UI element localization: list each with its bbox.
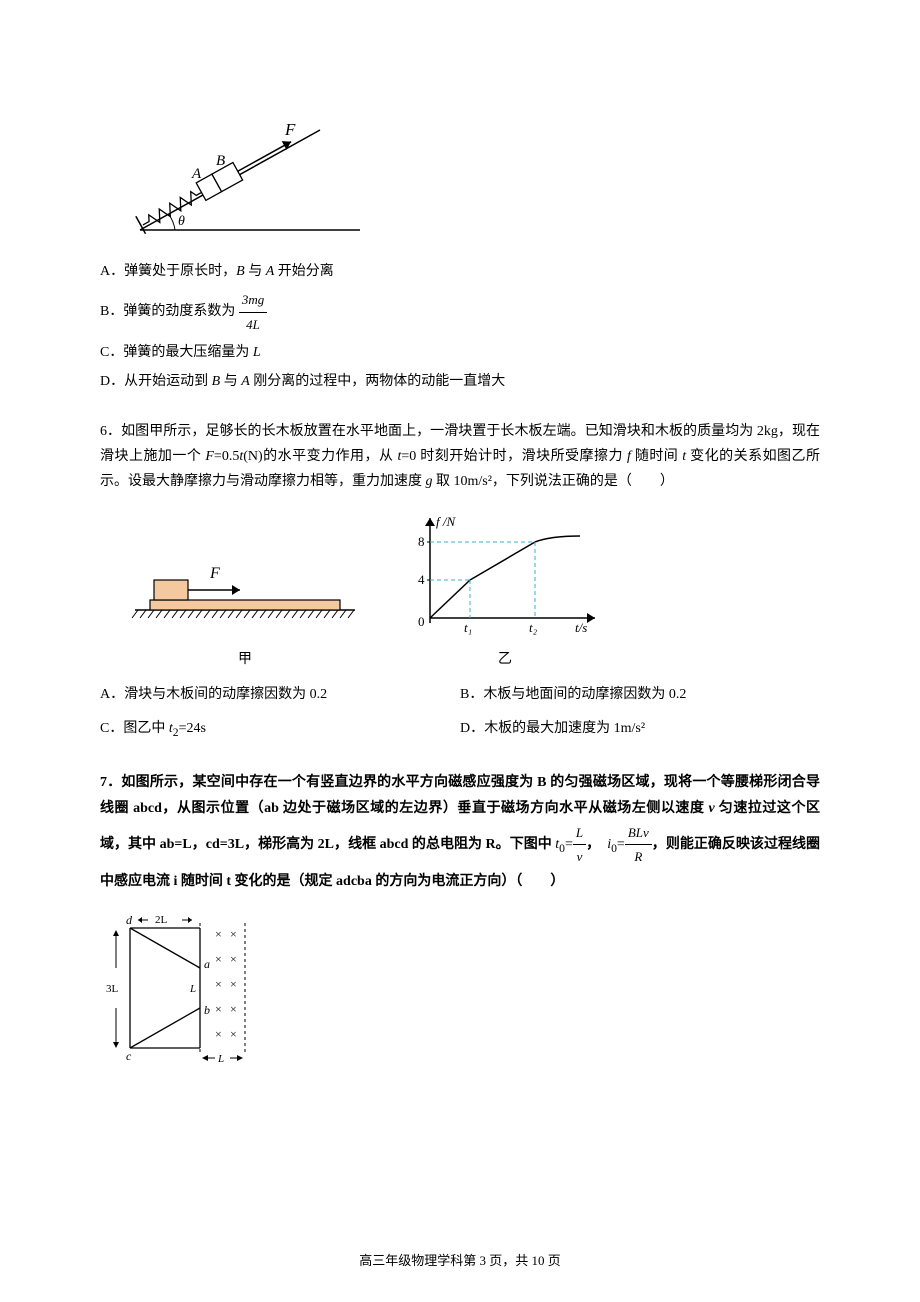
q6-xtick-t2: t₂ bbox=[529, 620, 538, 635]
q6-s5: 随时间 bbox=[631, 449, 682, 464]
q7-x2: × bbox=[230, 927, 237, 941]
q5-optA-pre: A．弹簧处于原长时， bbox=[100, 264, 236, 279]
q6-optC-tail: =24s bbox=[179, 721, 206, 736]
q5-optB-den: 4L bbox=[239, 313, 267, 336]
q5-theta-label: θ bbox=[178, 214, 185, 229]
q7-2L: 2L bbox=[155, 914, 168, 926]
q5-A-label: A bbox=[191, 166, 202, 182]
q7-sep: ， bbox=[586, 837, 607, 852]
q6-optA: A．滑块与木板间的动摩擦因数为 0.2 bbox=[100, 682, 460, 707]
q5-optB-pre: B．弹簧的劲度系数为 bbox=[100, 304, 235, 319]
q6-caption-right: 乙 bbox=[400, 647, 610, 672]
q6-stem: 6．如图甲所示，足够长的长木板放置在水平地面上，一滑块置于长木板左端。已知滑块和… bbox=[100, 419, 820, 495]
q6-s4: =0 时刻开始计时，滑块所受摩擦力 bbox=[401, 449, 627, 464]
q6-xlabel: t/s bbox=[575, 620, 587, 635]
q5-figure: θ A B F bbox=[130, 110, 820, 249]
q6-ytick-8: 8 bbox=[418, 534, 425, 549]
q7-t0den: v bbox=[573, 845, 586, 868]
q5-B-label: B bbox=[216, 153, 225, 169]
q6-f: F bbox=[205, 449, 214, 464]
q6-optB: B．木板与地面间的动摩擦因数为 0.2 bbox=[460, 682, 820, 707]
q7-c: c bbox=[126, 1049, 132, 1063]
q7-x7: × bbox=[215, 1002, 222, 1016]
q7-stem: 7．如图所示，某空间中存在一个有竖直边界的水平方向磁感应强度为 B 的匀强磁场区… bbox=[100, 770, 820, 893]
q6-s7: 取 10m/s²，下列说法正确的是（ ） bbox=[433, 474, 674, 489]
q7-b: b bbox=[204, 1003, 210, 1017]
q6-figures: F 甲 8 4 0 bbox=[130, 508, 820, 672]
q7-block: 7．如图所示，某空间中存在一个有竖直边界的水平方向磁感应强度为 B 的匀强磁场区… bbox=[100, 770, 820, 1077]
q6-optD: D．木板的最大加速度为 1m/s² bbox=[460, 716, 820, 743]
q6-optC: C．图乙中 t2=24s bbox=[100, 716, 460, 743]
q5-option-D: D．从开始运动到 B 与 A 刚分离的过程中，两物体的动能一直增大 bbox=[100, 369, 820, 394]
q6-figure-right: 8 4 0 t₁ t₂ t/s f /N 乙 bbox=[400, 508, 610, 672]
q5-optC-pre: C．弹簧的最大压缩量为 bbox=[100, 345, 253, 360]
page-footer: 高三年级物理学科第 3 页，共 10 页 bbox=[0, 1249, 920, 1272]
q5-optA-and: 与 bbox=[245, 264, 266, 279]
q7-t0num: L bbox=[573, 821, 586, 845]
q7-i0eq: = bbox=[617, 837, 625, 852]
q5-optB-fraction: 3mg 4L bbox=[239, 288, 267, 336]
q6-figure-left: F 甲 bbox=[130, 548, 360, 672]
q5-optA-A: A bbox=[266, 264, 275, 279]
q6-ytick-0: 0 bbox=[418, 614, 425, 629]
q6-block: 6．如图甲所示，足够长的长木板放置在水平地面上，一滑块置于长木板左端。已知滑块和… bbox=[100, 419, 820, 747]
q7-figure: d a b c 2L L 3L × × × × × × × × × × bbox=[100, 908, 820, 1077]
q5-optA-tail: 开始分离 bbox=[274, 264, 334, 279]
q5-option-B: B．弹簧的劲度系数为 3mg 4L bbox=[100, 288, 820, 336]
q5-option-A: A．弹簧处于原长时，B 与 A 开始分离 bbox=[100, 259, 820, 284]
q6-F-label: F bbox=[209, 565, 220, 582]
q7-x8: × bbox=[230, 1002, 237, 1016]
q5-F-label: F bbox=[284, 120, 296, 139]
q6-gvar: g bbox=[426, 474, 433, 489]
q6-ytick-4: 4 bbox=[418, 572, 425, 587]
q6-optC-pre: C．图乙中 bbox=[100, 721, 169, 736]
q7-x4: × bbox=[230, 952, 237, 966]
q7-i0num: BLv bbox=[625, 821, 652, 845]
q7-t0eq: = bbox=[565, 837, 573, 852]
q6-s2: =0.5 bbox=[214, 449, 239, 464]
q5-optD-and: 与 bbox=[220, 374, 241, 389]
q7-Lb: L bbox=[217, 1053, 224, 1065]
q5-optD-pre: D．从开始运动到 bbox=[100, 374, 212, 389]
q5-optD-A: A bbox=[241, 374, 250, 389]
q5-optB-num: 3mg bbox=[239, 288, 267, 312]
q7-i0frac: BLvR bbox=[625, 821, 652, 869]
q5-optD-tail: 刚分离的过程中，两物体的动能一直增大 bbox=[250, 374, 506, 389]
q7-a: a bbox=[204, 957, 210, 971]
q7-x9: × bbox=[215, 1027, 222, 1041]
q5-optA-B: B bbox=[236, 264, 245, 279]
q6-ylabel: f /N bbox=[436, 514, 456, 529]
q5-option-C: C．弹簧的最大压缩量为 L bbox=[100, 340, 820, 365]
q7-x5: × bbox=[215, 977, 222, 991]
q7-t0frac: Lv bbox=[573, 821, 586, 869]
q7-Lm: L bbox=[189, 983, 196, 995]
q6-s3: (N)的水平变力作用，从 bbox=[243, 449, 397, 464]
q6-xtick-t1: t₁ bbox=[464, 620, 472, 635]
q5-optC-var: L bbox=[253, 345, 261, 360]
q5-optD-B: B bbox=[212, 374, 221, 389]
q7-d: d bbox=[126, 913, 133, 927]
q7-3L: 3L bbox=[106, 983, 119, 995]
q7-x3: × bbox=[215, 952, 222, 966]
q6-caption-left: 甲 bbox=[130, 647, 360, 672]
q7-x1: × bbox=[215, 927, 222, 941]
q6-options: A．滑块与木板间的动摩擦因数为 0.2 B．木板与地面间的动摩擦因数为 0.2 … bbox=[100, 678, 820, 746]
q7-i0den: R bbox=[625, 845, 652, 868]
q7-x6: × bbox=[230, 977, 237, 991]
q7-x10: × bbox=[230, 1027, 237, 1041]
